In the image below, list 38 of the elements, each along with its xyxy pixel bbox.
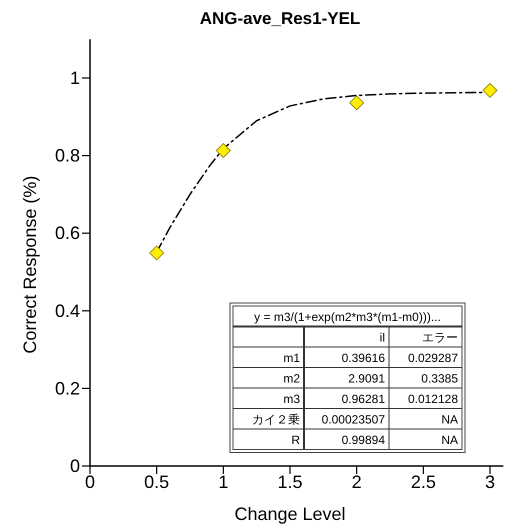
y-tick-label: 0.6: [54, 223, 80, 244]
annotation: カイ２乗: [252, 412, 300, 426]
point: [482, 83, 498, 98]
x-tick-label: 1.5: [277, 472, 303, 492]
annotation: 0.029287: [408, 351, 458, 365]
annotation: il: [380, 330, 385, 344]
annotation: 0.96281: [342, 392, 386, 406]
annotation: エラー: [422, 330, 458, 344]
x-tick-label: 0: [84, 472, 96, 492]
x-tick-label: 2.5: [410, 472, 436, 492]
annotation: 0.3385: [421, 372, 458, 386]
y-tick-label: 0.2: [54, 378, 80, 398]
annotation: 0.99894: [342, 433, 386, 447]
point: [349, 95, 364, 110]
x-axis-title: Change Level: [234, 504, 346, 524]
x-tick-label: 3: [484, 472, 496, 492]
annotation: NA: [441, 433, 458, 447]
annotation: 0.012128: [408, 392, 458, 406]
annotation: y = m3/(1+exp(m2*m3*(m1-m0)))...: [254, 310, 441, 324]
y-axis-title: Correct Response (%): [20, 176, 40, 354]
annotation: 0.39616: [342, 351, 386, 365]
y-tick-label: 1: [70, 68, 80, 88]
y-tick-label: 0.8: [54, 146, 80, 166]
annotation: m3: [283, 392, 300, 406]
annotation: 2.9091: [348, 372, 386, 386]
annotation: R: [291, 433, 300, 447]
y-tick-label: 0.4: [54, 300, 80, 321]
x-tick-label: 2: [352, 472, 362, 492]
point: [216, 143, 231, 158]
x-tick-label: 0.5: [144, 472, 170, 492]
annotation: m1: [283, 351, 300, 365]
annotation: 0.00023507: [322, 412, 386, 426]
x-tick-label: 1: [218, 472, 228, 492]
annotation: m2: [283, 372, 300, 386]
annotation: NA: [441, 412, 458, 426]
point: [149, 246, 164, 260]
y-tick-label: 0: [70, 456, 80, 476]
chart-title: ANG-ave_Res1-YEL: [200, 9, 360, 28]
